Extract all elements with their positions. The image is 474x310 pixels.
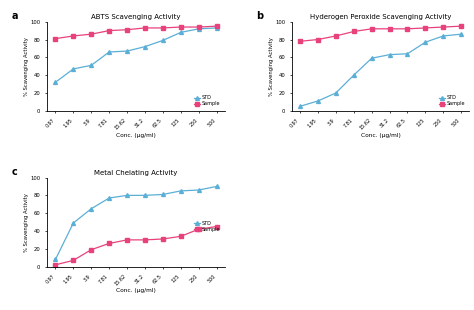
Sample	[422, 26, 428, 30]
Sample	[106, 241, 112, 245]
Sample	[196, 25, 201, 29]
Text: b: b	[256, 11, 264, 21]
Title: Metal Chelating Activity: Metal Chelating Activity	[94, 170, 178, 176]
STD	[369, 56, 374, 60]
Text: a: a	[12, 11, 18, 21]
Sample	[160, 26, 166, 30]
STD	[458, 32, 464, 36]
STD	[178, 189, 183, 193]
STD	[71, 221, 76, 225]
Sample	[53, 37, 58, 41]
Sample	[297, 39, 303, 43]
Sample	[89, 32, 94, 36]
Line: STD: STD	[54, 26, 219, 84]
Sample	[178, 234, 183, 238]
Y-axis label: % Scavenging Activity: % Scavenging Activity	[269, 37, 273, 96]
Legend: STD, Sample: STD, Sample	[192, 93, 222, 108]
STD	[142, 193, 148, 197]
Sample	[142, 26, 148, 30]
Line: Sample: Sample	[54, 224, 219, 267]
STD	[124, 49, 130, 53]
STD	[106, 50, 112, 54]
Sample	[315, 38, 321, 41]
Sample	[440, 25, 446, 29]
STD	[53, 258, 58, 261]
STD	[53, 80, 58, 84]
STD	[106, 196, 112, 200]
STD	[351, 73, 356, 77]
STD	[196, 27, 201, 31]
X-axis label: Conc. (μg/ml): Conc. (μg/ml)	[361, 132, 401, 138]
STD	[387, 53, 392, 56]
STD	[405, 52, 410, 55]
STD	[124, 193, 130, 197]
STD	[440, 34, 446, 38]
Sample	[387, 27, 392, 31]
STD	[71, 67, 76, 71]
Sample	[333, 34, 339, 38]
Line: Sample: Sample	[54, 24, 219, 41]
STD	[178, 30, 183, 34]
STD	[89, 64, 94, 67]
STD	[160, 38, 166, 42]
Sample	[106, 29, 112, 33]
Sample	[124, 28, 130, 32]
Sample	[71, 34, 76, 38]
Sample	[178, 25, 183, 29]
Sample	[124, 238, 130, 242]
Sample	[351, 30, 356, 33]
Legend: STD, Sample: STD, Sample	[192, 219, 222, 234]
Sample	[458, 24, 464, 28]
Line: STD: STD	[54, 184, 219, 261]
STD	[315, 99, 321, 103]
Sample	[142, 238, 148, 242]
Sample	[160, 237, 166, 241]
X-axis label: Conc. (μg/ml): Conc. (μg/ml)	[116, 288, 156, 293]
STD	[142, 45, 148, 48]
Title: ABTS Scavenging Activity: ABTS Scavenging Activity	[91, 14, 181, 20]
Sample	[53, 263, 58, 267]
STD	[297, 104, 303, 108]
Sample	[214, 225, 219, 228]
Sample	[405, 27, 410, 31]
Title: Hyderogen Peroxide Scavenging Activity: Hyderogen Peroxide Scavenging Activity	[310, 14, 451, 20]
Sample	[196, 227, 201, 231]
Legend: STD, Sample: STD, Sample	[437, 93, 467, 108]
Sample	[214, 24, 219, 28]
Sample	[71, 259, 76, 262]
Line: Sample: Sample	[298, 24, 463, 43]
STD	[422, 40, 428, 44]
STD	[214, 26, 219, 30]
Sample	[89, 248, 94, 251]
STD	[196, 188, 201, 192]
STD	[89, 207, 94, 210]
STD	[160, 193, 166, 196]
Y-axis label: % Scavenging Activity: % Scavenging Activity	[24, 37, 29, 96]
Text: c: c	[12, 167, 18, 177]
Y-axis label: % Scavenging Activity: % Scavenging Activity	[24, 193, 29, 251]
Sample	[369, 27, 374, 31]
X-axis label: Conc. (μg/ml): Conc. (μg/ml)	[116, 132, 156, 138]
STD	[214, 184, 219, 188]
STD	[333, 91, 339, 95]
Line: STD: STD	[298, 32, 463, 108]
